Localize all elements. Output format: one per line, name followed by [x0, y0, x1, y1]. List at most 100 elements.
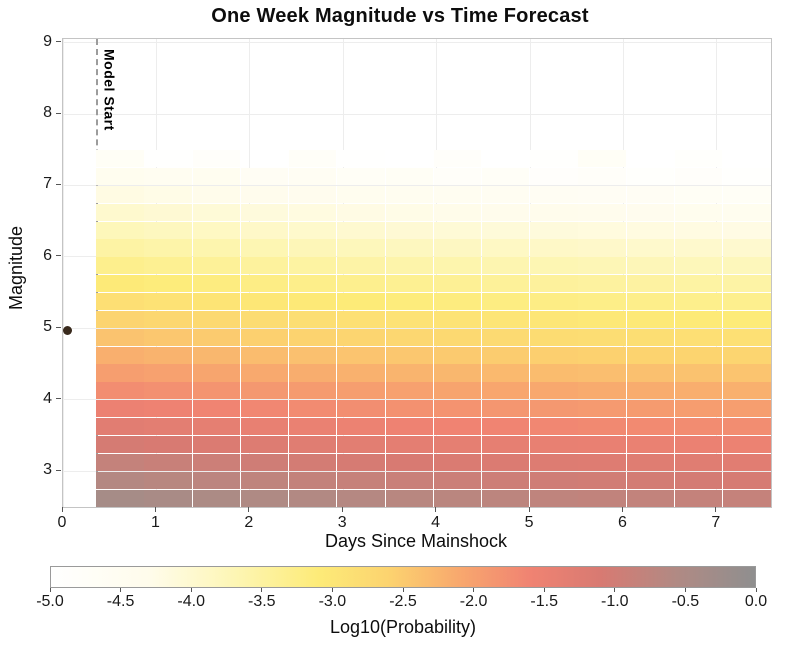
- heatmap-cell: [433, 435, 482, 453]
- heatmap-cell: [385, 346, 433, 364]
- heatmap-cell: [337, 346, 385, 364]
- heatmap-cell: [433, 471, 482, 489]
- heatmap-cell: [481, 453, 530, 471]
- heatmap-cell: [626, 221, 675, 239]
- heatmap-cell: [192, 382, 240, 400]
- y-axis-label: Magnitude: [6, 225, 26, 311]
- heatmap-cell: [289, 293, 337, 311]
- heatmap-cell: [144, 346, 192, 364]
- colorbar-tick-mark: [190, 588, 192, 592]
- heatmap-cell: [144, 185, 192, 203]
- heatmap-cell: [192, 239, 240, 257]
- heatmap-cell: [723, 471, 771, 489]
- heatmap-cell: [481, 310, 530, 328]
- heatmap-cell: [481, 418, 530, 436]
- heatmap-cell: [240, 418, 289, 436]
- colorbar-tick-label: 0.0: [744, 593, 768, 610]
- colorbar-tick-label: -1.0: [601, 593, 629, 610]
- heatmap-cell: [385, 453, 433, 471]
- y-tick-mark: [56, 326, 61, 328]
- heatmap-cell: [578, 150, 626, 168]
- heatmap-cell: [192, 185, 240, 203]
- heatmap-cell: [433, 185, 482, 203]
- heatmap-cell: [289, 364, 337, 382]
- heatmap-cell: [626, 364, 675, 382]
- heatmap-cell: [144, 257, 192, 275]
- heatmap-cell: [289, 489, 337, 507]
- heatmap-cell: [240, 400, 289, 418]
- heatmap-cell: [674, 382, 723, 400]
- heatmap-cell: [240, 185, 289, 203]
- colorbar-tick-mark: [684, 588, 686, 592]
- heatmap-cell: [626, 489, 675, 507]
- heatmap-cell: [530, 346, 578, 364]
- heatmap-cell: [144, 489, 192, 507]
- heatmap-cell: [337, 168, 385, 186]
- heatmap-cell: [723, 489, 771, 507]
- heatmap-cell: [337, 293, 385, 311]
- heatmap-cell: [481, 435, 530, 453]
- heatmap-cell: [96, 400, 144, 418]
- heatmap-cell: [578, 489, 626, 507]
- colorbar-gradient: [51, 567, 755, 587]
- heatmap-cell: [674, 257, 723, 275]
- heatmap-cell: [433, 168, 482, 186]
- heatmap-cell: [723, 239, 771, 257]
- colorbar-tick-mark: [473, 588, 475, 592]
- colorbar-tick-label: -2.0: [459, 593, 488, 610]
- heatmap-cell: [578, 346, 626, 364]
- heatmap-cell: [385, 471, 433, 489]
- model-start-label: Model Start: [101, 49, 118, 131]
- heatmap-cell: [530, 400, 578, 418]
- y-tick-label: 4: [43, 389, 52, 407]
- heatmap-cell: [674, 489, 723, 507]
- heatmap-cell: [289, 310, 337, 328]
- heatmap-cell: [96, 239, 144, 257]
- heatmap-cell: [289, 453, 337, 471]
- heatmap-cell: [626, 310, 675, 328]
- chart-title: One Week Magnitude vs Time Forecast: [211, 5, 589, 27]
- x-tick-mark: [435, 507, 437, 512]
- heatmap-cell: [481, 293, 530, 311]
- heatmap-cell: [723, 168, 771, 186]
- heatmap-cell: [481, 203, 530, 221]
- y-tick-mark: [56, 255, 61, 257]
- heatmap-cell: [481, 221, 530, 239]
- x-tick-mark: [61, 507, 63, 512]
- heatmap-cell: [144, 310, 192, 328]
- heatmap-cell: [674, 221, 723, 239]
- heatmap-cell: [240, 221, 289, 239]
- heatmap-cell: [674, 185, 723, 203]
- heatmap-cell: [626, 203, 675, 221]
- heatmap-cell: [192, 453, 240, 471]
- heatmap-cell: [578, 471, 626, 489]
- heatmap-cell: [337, 150, 385, 168]
- colorbar-tick-mark: [49, 588, 51, 592]
- y-tick-label: 8: [43, 104, 52, 122]
- x-tick-mark: [715, 507, 717, 512]
- heatmap-cell: [433, 310, 482, 328]
- heatmap-cell: [530, 293, 578, 311]
- heatmap-cell: [530, 418, 578, 436]
- heatmap-cell: [192, 346, 240, 364]
- heatmap-cell: [626, 293, 675, 311]
- heatmap-cell: [337, 257, 385, 275]
- heatmap-cell: [481, 400, 530, 418]
- heatmap-cell: [674, 400, 723, 418]
- heatmap-cell: [337, 382, 385, 400]
- heatmap-cell: [240, 489, 289, 507]
- heatmap-cell: [337, 310, 385, 328]
- heatmap-cell: [674, 471, 723, 489]
- heatmap-cell: [433, 328, 482, 346]
- heatmap-cell: [96, 382, 144, 400]
- heatmap-cell: [240, 310, 289, 328]
- heatmap-cell: [578, 275, 626, 293]
- heatmap-cell: [481, 364, 530, 382]
- heatmap-cell: [96, 328, 144, 346]
- heatmap-cell: [96, 185, 144, 203]
- heatmap-cell: [192, 364, 240, 382]
- heatmap-cell: [674, 168, 723, 186]
- heatmap-cell: [723, 275, 771, 293]
- heatmap-cell: [723, 185, 771, 203]
- colorbar-tick-label: -4.5: [106, 593, 135, 610]
